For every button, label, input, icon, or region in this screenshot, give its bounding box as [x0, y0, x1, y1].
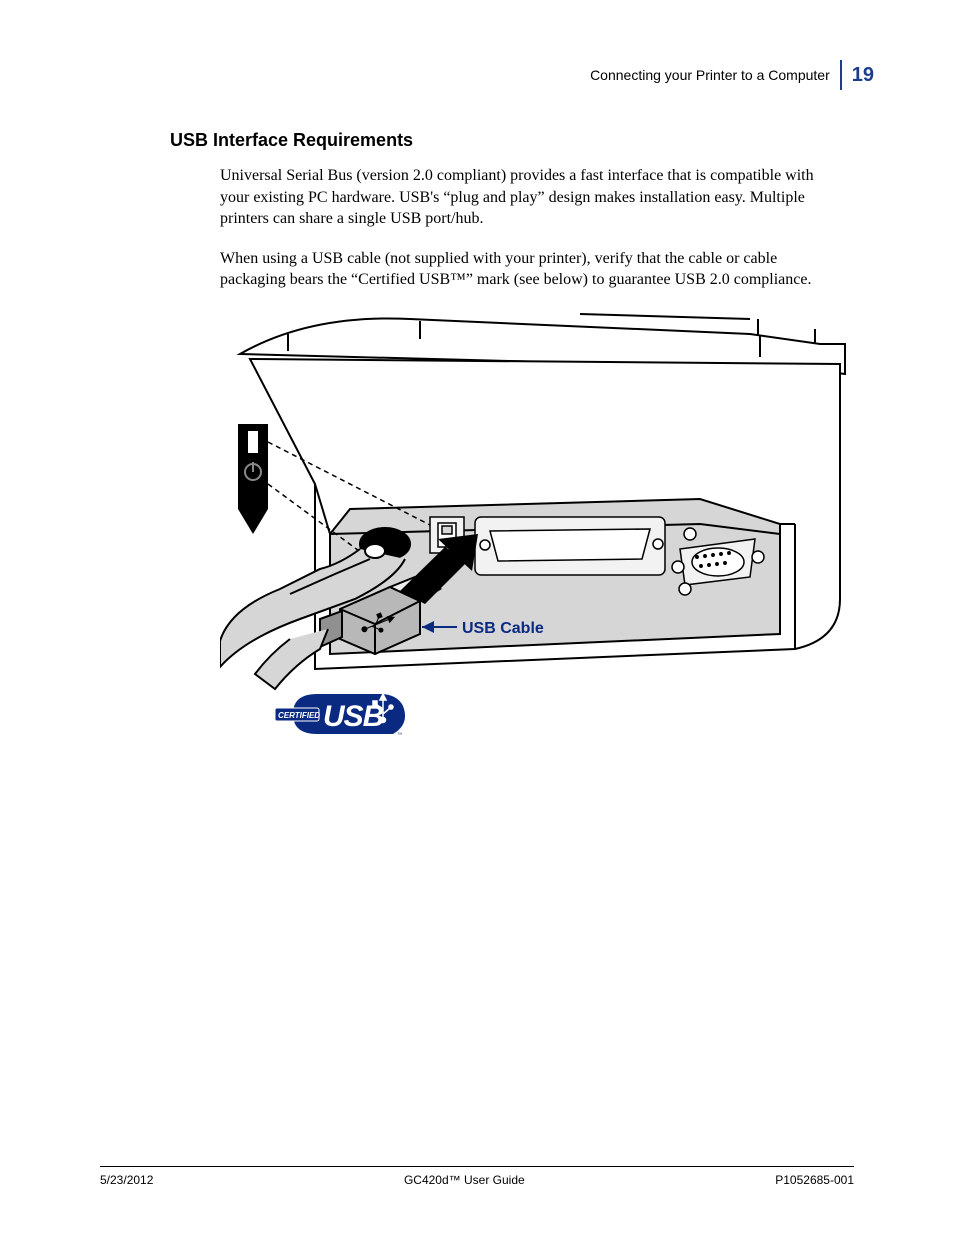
section-title: USB Interface Requirements	[170, 130, 854, 151]
page: Connecting your Printer to a Computer 19…	[0, 0, 954, 1235]
diagram-container: USB Cable CERTIFIED USB	[220, 309, 854, 764]
paragraph-1: Universal Serial Bus (version 2.0 compli…	[220, 165, 844, 230]
footer-doc-id: P1052685-001	[775, 1173, 854, 1187]
header-divider	[840, 60, 842, 90]
page-footer: 5/23/2012 GC420d™ User Guide P1052685-00…	[100, 1166, 854, 1187]
content-area: USB Interface Requirements Universal Ser…	[100, 130, 854, 764]
page-number: 19	[852, 64, 874, 87]
paragraph-2: When using a USB cable (not supplied wit…	[220, 248, 844, 291]
header-breadcrumb: Connecting your Printer to a Computer	[590, 67, 830, 83]
power-button-icon	[238, 424, 268, 534]
svg-text:CERTIFIED: CERTIFIED	[278, 711, 320, 720]
usb-cable-label: USB Cable	[462, 620, 544, 637]
footer-guide: GC420d™ User Guide	[404, 1173, 525, 1187]
printer-usb-diagram: USB Cable CERTIFIED USB	[220, 309, 850, 759]
page-header: Connecting your Printer to a Computer 19	[590, 60, 874, 90]
footer-date: 5/23/2012	[100, 1173, 153, 1187]
svg-text:™: ™	[397, 732, 402, 738]
certified-usb-logo: CERTIFIED USB ™	[275, 694, 405, 738]
